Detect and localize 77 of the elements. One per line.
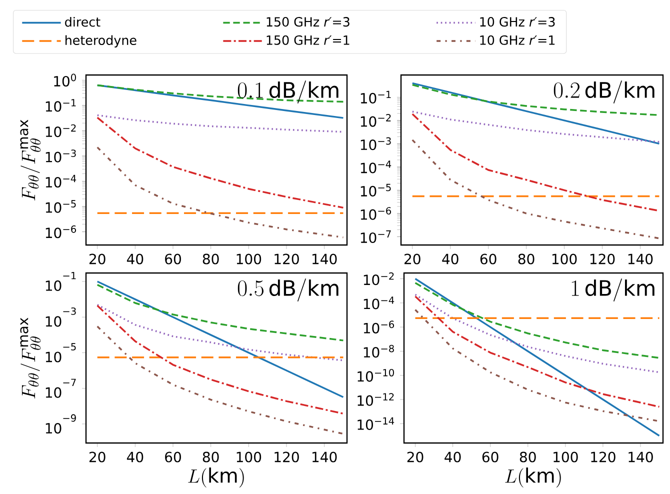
y-tick-label: 10$^{−10}$ [358,368,394,382]
x-tick-label: 140 [312,254,337,264]
x-tick-label: 40 [126,452,144,462]
y-tick-label: 10$^{−4}$ [360,160,392,174]
line-series [96,280,344,398]
y-tick-label: 10$^{−4}$ [364,296,394,310]
x-tick-label: 80 [518,254,534,264]
line-series [96,326,344,435]
y-tick-label: 10−1 [46,272,76,291]
x-tick-label: 100 [236,452,262,462]
legend-label: 10 GHz r′=1 [480,35,555,45]
x-tick-label: 100 [554,452,578,462]
line-series [96,146,344,238]
x-tick-label: 100 [236,254,262,264]
x-tick-label: 60 [165,254,181,264]
y-tick-label: 10−5 [46,343,76,362]
y-tick-label: 10$^{−1}$ [360,90,391,104]
line-series [96,116,344,209]
y-tick-label: 10$^{−3}$ [360,137,391,150]
x-tick-label: 20 [407,452,424,462]
y-tick-label: 10$^{−12}$ [358,393,394,406]
y-tick-label: 10$^{−7}$ [360,230,391,244]
legend-label: heterodyne [66,35,136,48]
y-tick-label: 10$^{−5}$ [46,200,76,213]
y-tick-label: 10$^{−14}$ [358,417,394,430]
y-tick-label: 10$^{0}$ [54,74,76,87]
x-tick-label: 120 [591,452,616,462]
y-tick-label: 10$^{−3}$ [46,150,76,162]
line-series [96,304,344,414]
y-tick-label: 10$^{−6}$ [364,320,394,334]
line-series [96,304,344,362]
x-tick-label: 140 [628,452,653,462]
y-tick-label: 10$^{−2}$ [364,272,394,286]
legend-label: 150 GHz r′=1 [266,35,350,45]
y-tick-label: 10$^{−1}$ [46,99,76,112]
y-tick-label: 10−7 [46,378,76,398]
x-tick-label: 80 [520,452,536,462]
x-tick-label: 120 [274,254,299,264]
legend-label: direct [65,16,100,27]
x-tick-label: 120 [274,452,299,462]
x-tick-label: 40 [442,254,458,264]
annotation: $1\,\mathrm{dB/km}$ [572,278,654,302]
y-tick-label: 10$^{−8}$ [364,344,394,358]
x-tick-label: 40 [126,254,144,264]
y-axis-title: $F_{\theta\theta}/F_{\theta\theta}^{\max}$ [20,120,41,200]
x-tick-label: 80 [202,254,219,264]
x-tick-label: 60 [480,254,496,264]
x-axis-title: $L(\mathrm{km})$ [505,467,561,488]
x-tick-label: 20 [404,254,420,264]
y-tick-label: 10$^{−2}$ [360,114,391,127]
annotation: $0.2\,\mathrm{dB/km}$ [554,80,654,104]
x-tick-label: 60 [165,452,181,462]
x-tick-label: 80 [202,452,219,462]
x-axis-title: $L(\mathrm{km})$ [188,467,244,488]
x-tick-label: 140 [312,452,337,462]
y-tick-label: 10−9 [46,414,76,434]
y-tick-label: 10$^{−6}$ [46,225,76,238]
x-tick-label: 140 [628,254,653,264]
annotation: $0.1\,\mathrm{dB/km}$ [238,80,338,104]
y-tick-label: 10$^{−4}$ [46,174,76,188]
y-tick-label: 10$^{−6}$ [360,207,392,220]
x-tick-label: 20 [89,452,106,462]
y-axis-title: $F_{\theta\theta}/F_{\theta\theta}^{\max}$ [20,318,41,398]
x-tick-label: 40 [444,452,461,462]
x-tick-label: 20 [89,254,106,264]
x-tick-label: 100 [552,254,577,264]
y-tick-label: 10−3 [46,307,76,327]
y-tick-label: 10$^{−5}$ [360,184,391,197]
y-tick-label: 10$^{−2}$ [46,124,76,138]
line-series [414,278,660,437]
line-series [412,139,660,240]
line-series [412,110,660,143]
legend-label: 10 GHz r′=3 [480,17,555,27]
annotation: $0.5\,\mathrm{dB/km}$ [238,278,338,302]
x-tick-label: 60 [482,452,498,462]
x-tick-label: 120 [590,254,615,264]
legend-label: 150 GHz r′=3 [266,17,350,27]
